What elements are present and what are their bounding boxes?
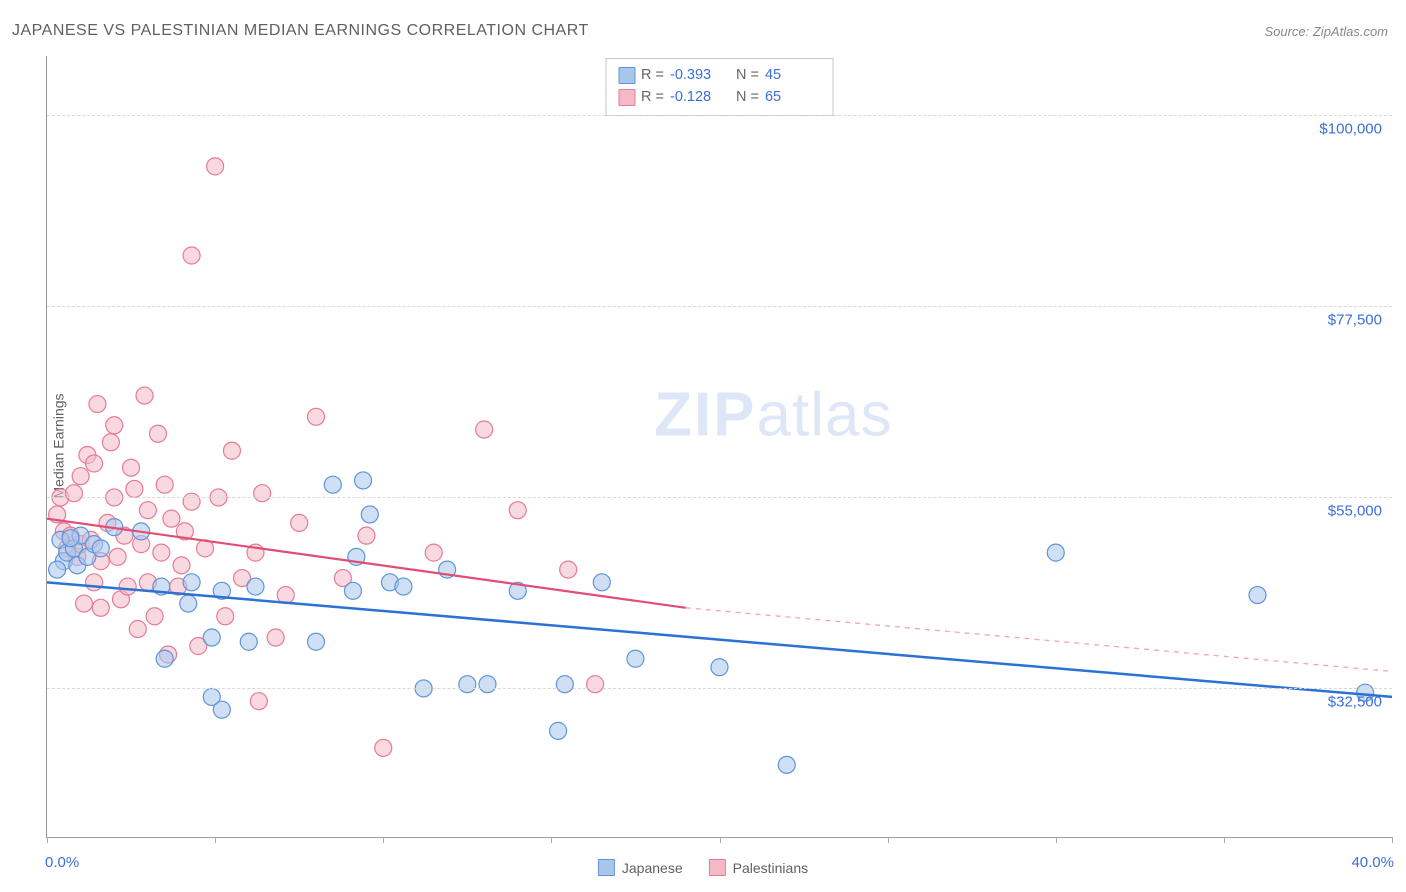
data-point xyxy=(183,493,200,510)
chart-svg xyxy=(47,56,1392,837)
data-point xyxy=(308,408,325,425)
data-point xyxy=(550,722,567,739)
x-tick xyxy=(1056,837,1057,843)
gridline xyxy=(47,115,1392,116)
legend-item-palestinians: Palestinians xyxy=(709,859,809,876)
data-point xyxy=(92,599,109,616)
x-axis-min-label: 0.0% xyxy=(45,854,79,871)
data-point xyxy=(146,608,163,625)
data-point xyxy=(89,396,106,413)
data-point xyxy=(1047,544,1064,561)
data-point xyxy=(139,502,156,519)
data-point xyxy=(102,434,119,451)
data-point xyxy=(479,676,496,693)
y-tick-label: $77,500 xyxy=(1328,312,1382,329)
data-point xyxy=(213,701,230,718)
data-point xyxy=(173,557,190,574)
data-point xyxy=(156,476,173,493)
y-tick-label: $55,000 xyxy=(1328,503,1382,520)
data-point xyxy=(92,540,109,557)
legend-item-japanese: Japanese xyxy=(598,859,683,876)
data-point xyxy=(149,425,166,442)
trend-line-palestinians-extrapolated xyxy=(686,608,1392,672)
data-point xyxy=(119,578,136,595)
data-point xyxy=(627,650,644,667)
plot-area: ZIPatlas R =-0.393 N =45 R =-0.128 N =65… xyxy=(46,56,1392,838)
data-point xyxy=(180,595,197,612)
data-point xyxy=(72,468,89,485)
data-point xyxy=(203,629,220,646)
x-tick xyxy=(1224,837,1225,843)
data-point xyxy=(247,578,264,595)
data-point xyxy=(308,633,325,650)
data-point xyxy=(49,561,66,578)
data-point xyxy=(778,756,795,773)
data-point xyxy=(183,574,200,591)
legend-swatch-japanese xyxy=(598,859,615,876)
data-point xyxy=(375,739,392,756)
x-tick xyxy=(1392,837,1393,843)
data-point xyxy=(556,676,573,693)
data-point xyxy=(1249,587,1266,604)
data-point xyxy=(395,578,412,595)
data-point xyxy=(156,650,173,667)
data-point xyxy=(267,629,284,646)
legend-label-japanese: Japanese xyxy=(622,860,683,876)
data-point xyxy=(223,442,240,459)
data-point xyxy=(291,514,308,531)
data-point xyxy=(355,472,372,489)
data-point xyxy=(217,608,234,625)
data-point xyxy=(207,158,224,175)
data-point xyxy=(106,417,123,434)
data-point xyxy=(86,455,103,472)
data-point xyxy=(711,659,728,676)
data-point xyxy=(587,676,604,693)
legend-swatch-palestinians xyxy=(709,859,726,876)
data-point xyxy=(183,247,200,264)
data-point xyxy=(344,582,361,599)
data-point xyxy=(476,421,493,438)
data-point xyxy=(136,387,153,404)
data-point xyxy=(129,621,146,638)
gridline xyxy=(47,306,1392,307)
x-tick xyxy=(888,837,889,843)
data-point xyxy=(560,561,577,578)
data-point xyxy=(593,574,610,591)
x-axis-max-label: 40.0% xyxy=(1351,854,1394,871)
data-point xyxy=(425,544,442,561)
bottom-legend: Japanese Palestinians xyxy=(598,859,808,876)
data-point xyxy=(62,530,79,547)
data-point xyxy=(459,676,476,693)
data-point xyxy=(86,574,103,591)
gridline xyxy=(47,688,1392,689)
x-tick xyxy=(551,837,552,843)
data-point xyxy=(153,544,170,561)
data-point xyxy=(509,502,526,519)
data-point xyxy=(109,548,126,565)
y-tick-label: $100,000 xyxy=(1319,121,1382,138)
x-tick xyxy=(383,837,384,843)
y-tick-label: $32,500 xyxy=(1328,694,1382,711)
data-point xyxy=(240,633,257,650)
data-point xyxy=(163,510,180,527)
gridline xyxy=(47,497,1392,498)
x-tick xyxy=(720,837,721,843)
data-point xyxy=(361,506,378,523)
data-point xyxy=(123,459,140,476)
chart-title: JAPANESE VS PALESTINIAN MEDIAN EARNINGS … xyxy=(12,22,589,40)
data-point xyxy=(126,480,143,497)
data-point xyxy=(358,527,375,544)
data-point xyxy=(75,595,92,612)
data-point xyxy=(254,485,271,502)
data-point xyxy=(324,476,341,493)
x-tick xyxy=(215,837,216,843)
source-attribution: Source: ZipAtlas.com xyxy=(1264,24,1388,39)
data-point xyxy=(65,485,82,502)
x-tick xyxy=(47,837,48,843)
legend-label-palestinians: Palestinians xyxy=(733,860,809,876)
data-point xyxy=(250,693,267,710)
